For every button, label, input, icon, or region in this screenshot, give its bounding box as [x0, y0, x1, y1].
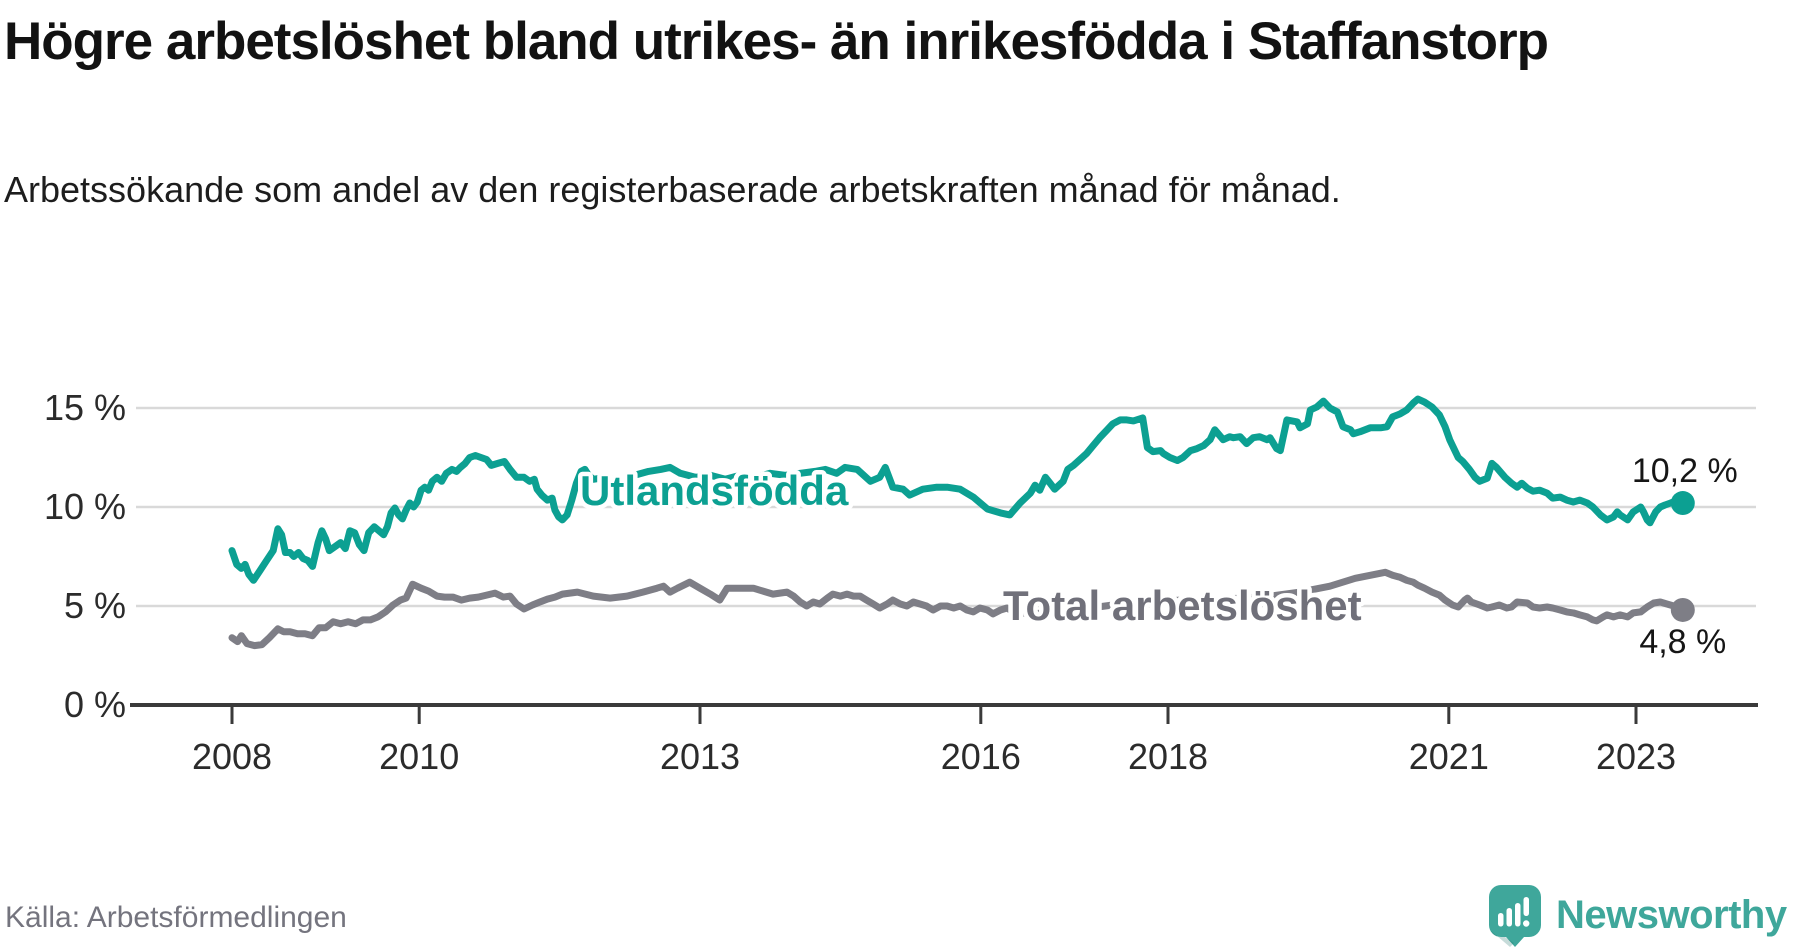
- bar-chart-speech-bubble-icon: [1489, 885, 1541, 947]
- utlandsfodda-series-label: Utlandsfödda: [580, 467, 849, 514]
- brand-name: Newsworthy: [1556, 893, 1787, 937]
- x-tick-label-2023: 2023: [1596, 736, 1676, 777]
- axis-layer: [130, 703, 1758, 724]
- utlandsfodda-line: [228, 395, 1687, 584]
- x-tick-label-2021: 2021: [1409, 736, 1489, 777]
- x-tick-label-2016: 2016: [941, 736, 1021, 777]
- utlandsfodda-end-value-label: 10,2 %: [1632, 452, 1738, 490]
- grid-layer: [136, 406, 1756, 608]
- y-tick-label-15: 15 %: [44, 387, 126, 428]
- total-end-value-label: 4,8 %: [1639, 623, 1726, 661]
- source-note: Källa: Arbetsförmedlingen: [5, 901, 347, 934]
- x-tick-label-2013: 2013: [660, 736, 740, 777]
- x-tick-label-2018: 2018: [1128, 736, 1208, 777]
- page-title: Högre arbetslöshet bland utrikes- än inr…: [4, 12, 1549, 71]
- x-tick-label-2008: 2008: [192, 736, 272, 777]
- chart-subtitle: Arbetssökande som andel av den registerb…: [4, 169, 1341, 210]
- total-end-dot: [1670, 597, 1695, 622]
- y-tick-label-10: 10 %: [44, 486, 126, 527]
- utlandsfodda-end-dot: [1670, 491, 1695, 516]
- total-series-label: Total arbetslöshet: [1003, 582, 1362, 629]
- total-line: [228, 568, 1687, 650]
- series-layer: [228, 395, 1695, 650]
- x-tick-label-2010: 2010: [379, 736, 459, 777]
- y-tick-label-5: 5 %: [64, 585, 126, 626]
- y-tick-label-0: 0 %: [64, 684, 126, 725]
- newsworthy-logo: Newsworthy: [1488, 884, 1787, 947]
- label-layer: 0 % 5 % 10 % 15 % 2008 2010 2013 2016 2018 2021 20…: [44, 387, 1738, 777]
